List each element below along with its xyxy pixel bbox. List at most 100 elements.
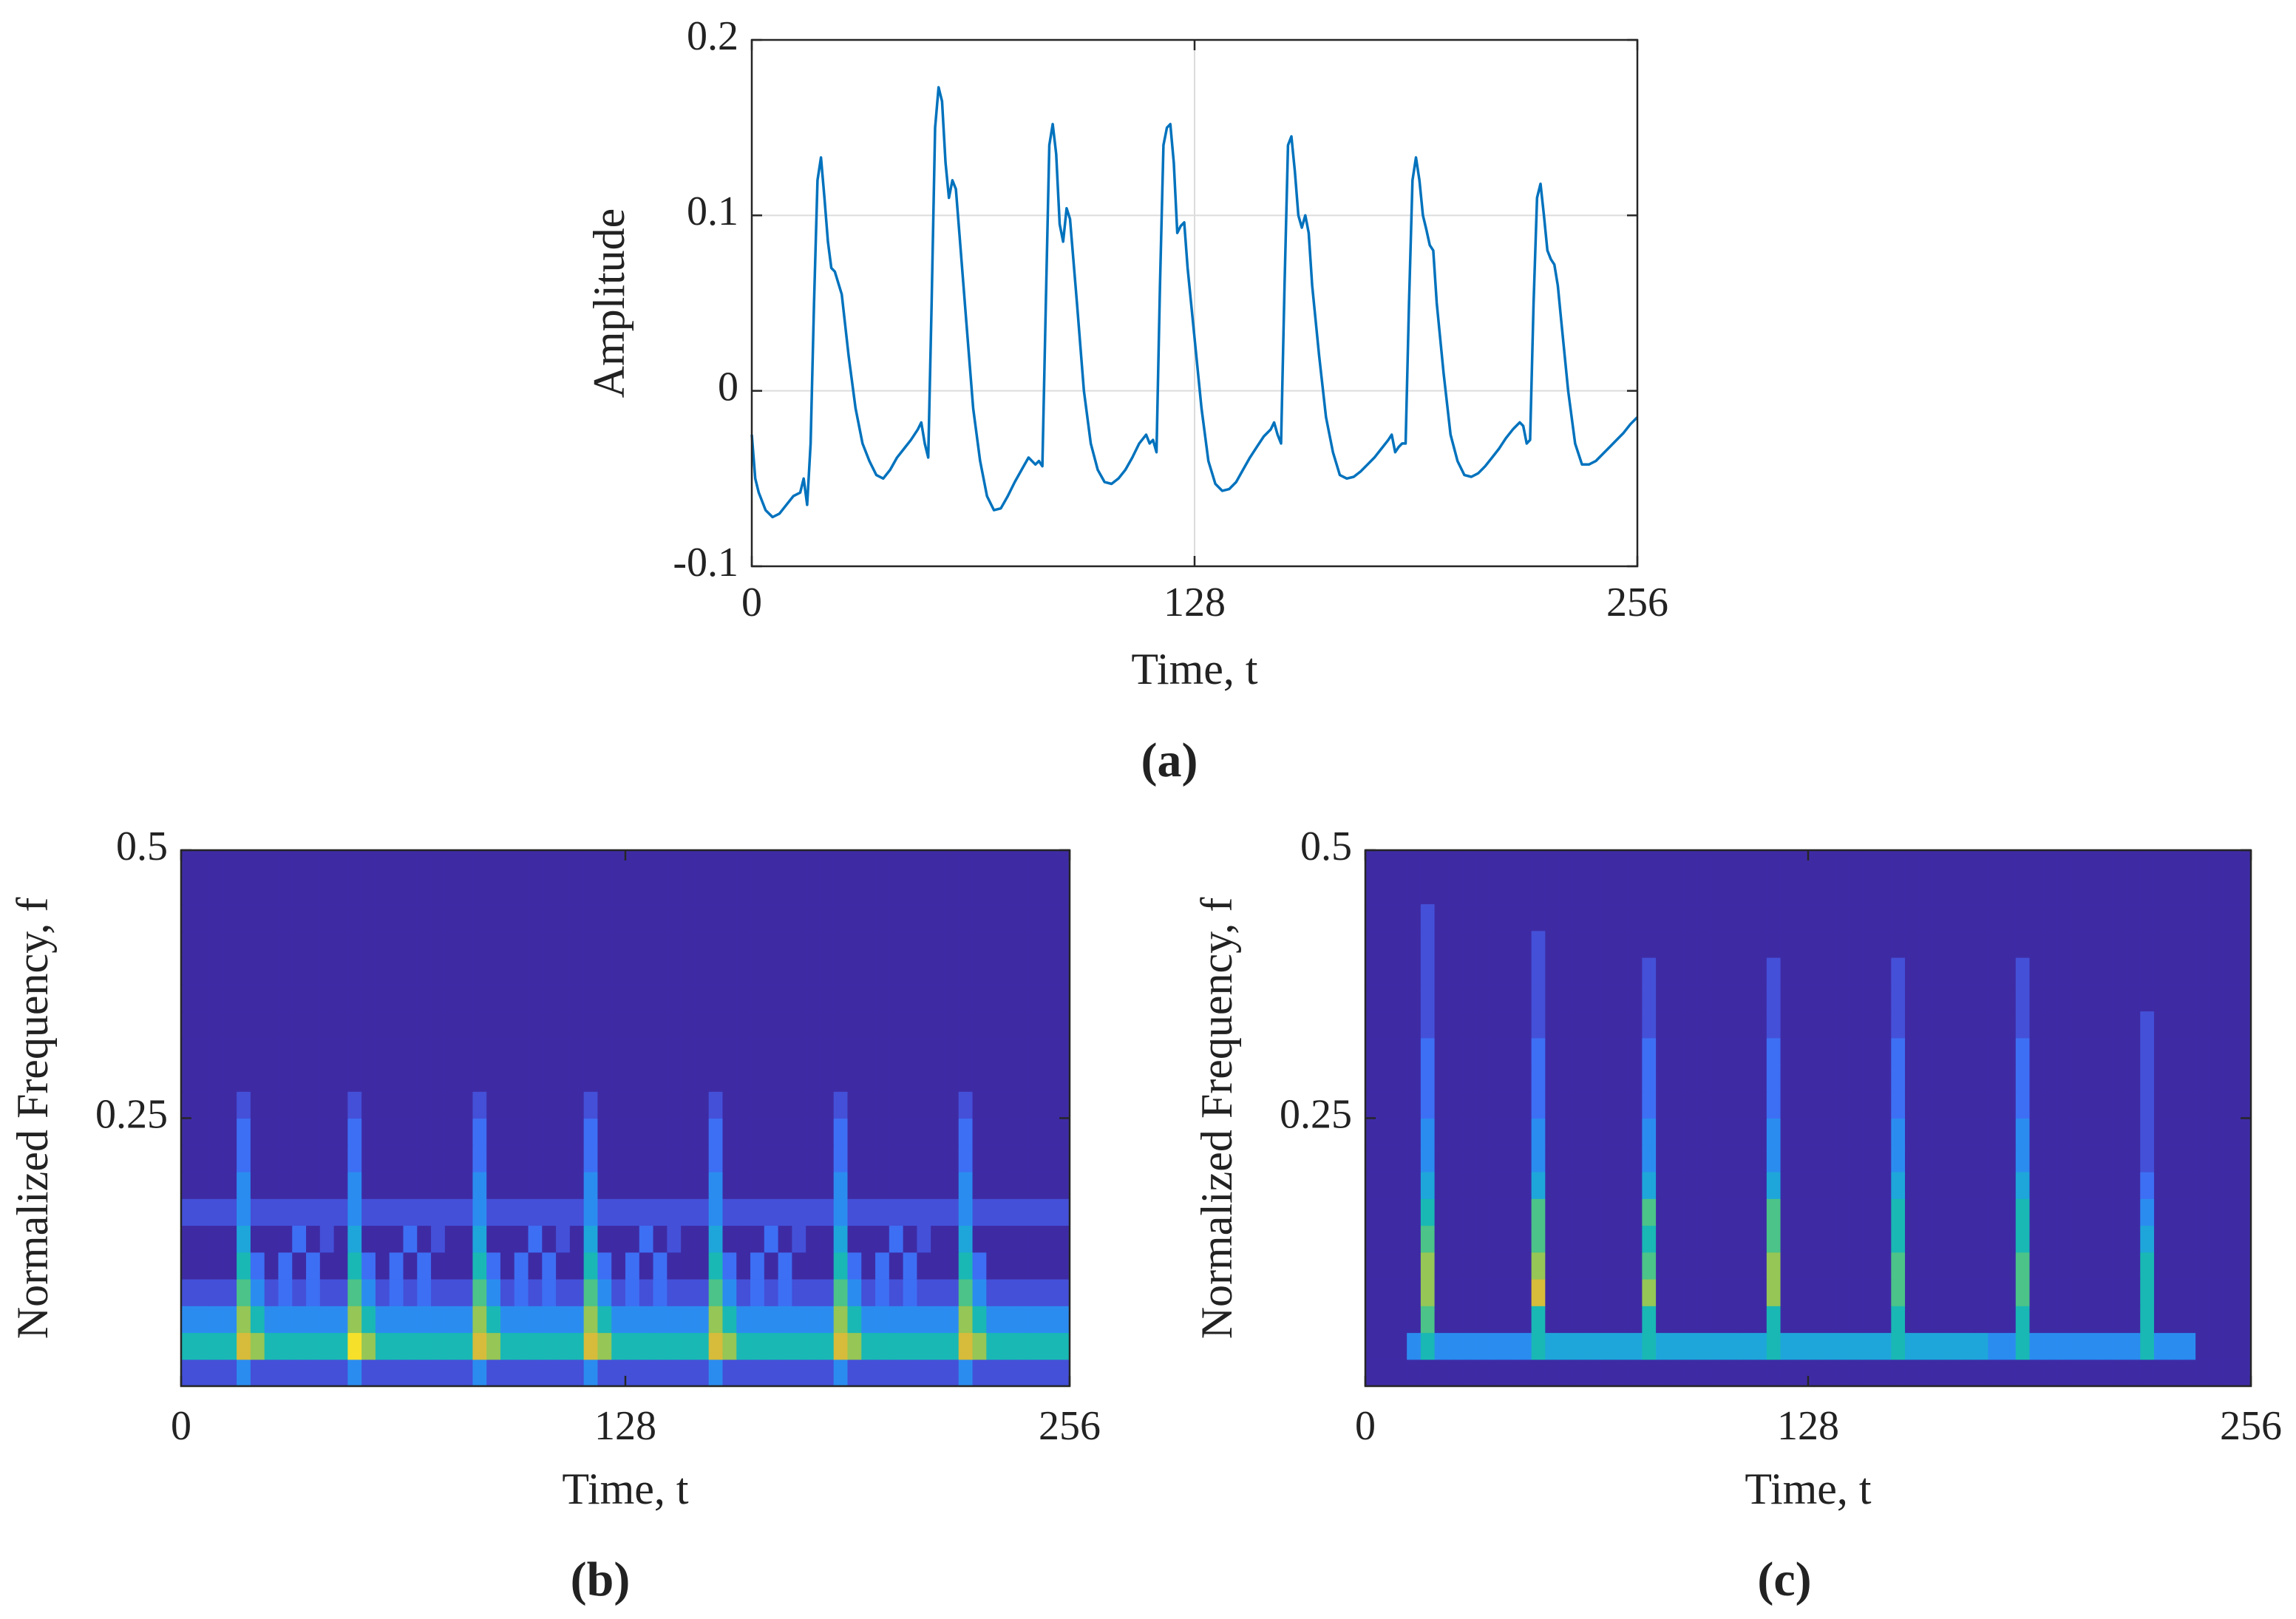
- heat-cell: [1379, 1332, 1394, 1360]
- heat-cell: [764, 903, 779, 931]
- heat-cell: [556, 903, 571, 931]
- heat-cell: [1794, 1306, 1809, 1334]
- heat-cell: [2237, 1332, 2252, 1360]
- heat-cell: [514, 1198, 529, 1226]
- heat-cell: [1656, 1011, 1671, 1039]
- heat-cell: [1974, 1011, 1988, 1039]
- heat-cell: [681, 877, 696, 905]
- heat-cell: [319, 1225, 335, 1253]
- heat-cell: [708, 1037, 724, 1065]
- heat-cell: [194, 903, 210, 931]
- heat-cell: [694, 1198, 710, 1226]
- heat-cell: [944, 903, 960, 931]
- heat-cell: [1753, 930, 1767, 958]
- heat-cell: [569, 1118, 585, 1146]
- heat-cell: [708, 930, 724, 958]
- heat-cell: [2002, 1306, 2017, 1334]
- heat-cell: [1490, 1225, 1504, 1253]
- heat-cell: [2015, 1144, 2031, 1172]
- heat-cell: [639, 1306, 654, 1334]
- heat-cell: [444, 1011, 460, 1039]
- heat-cell: [819, 1065, 835, 1092]
- heat-cell: [708, 1118, 724, 1146]
- heat-cell: [1365, 1359, 1380, 1387]
- heat-cell: [458, 877, 474, 905]
- heat-cell: [1891, 1332, 1906, 1360]
- heat-cell: [500, 1252, 515, 1280]
- heat-cell: [944, 1359, 960, 1387]
- heat-cell: [2071, 850, 2085, 878]
- heat-cell: [1434, 930, 1449, 958]
- heat-cell: [625, 1359, 640, 1387]
- heat-cell: [556, 1091, 571, 1119]
- heat-cell: [194, 957, 210, 985]
- heat-cell: [861, 850, 876, 878]
- heat-cell: [667, 1118, 682, 1146]
- heat-cell: [1808, 1225, 1823, 1253]
- heat-cell: [2043, 1198, 2058, 1226]
- heat-cell: [639, 1037, 654, 1065]
- heat-cell: [2099, 1225, 2113, 1253]
- heat-cell: [514, 1091, 529, 1119]
- heat-cell: [1988, 930, 2003, 958]
- heat-cell: [181, 1065, 196, 1092]
- heat-cell: [1891, 1091, 1906, 1119]
- heat-cell: [2223, 1172, 2238, 1199]
- heat-cell: [1490, 1065, 1504, 1092]
- heat-cell: [2153, 1225, 2169, 1253]
- heat-cell: [778, 903, 792, 931]
- heat-cell: [1753, 1065, 1767, 1092]
- heat-cell: [2140, 903, 2155, 931]
- heat-cell: [2056, 957, 2072, 985]
- heat-cell: [319, 850, 335, 878]
- heat-cell: [2071, 903, 2085, 931]
- heat-cell: [1863, 1091, 1878, 1119]
- heat-cell: [1739, 1359, 1753, 1387]
- heat-cell: [1808, 850, 1823, 878]
- heat-cell: [1711, 1011, 1726, 1039]
- heat-cell: [1918, 1279, 1934, 1306]
- heat-cell: [1379, 1091, 1394, 1119]
- heat-cell: [1821, 1332, 1837, 1360]
- heat-cell: [1656, 1091, 1671, 1119]
- heat-cell: [1365, 1198, 1380, 1226]
- heat-cell: [694, 1306, 710, 1334]
- heat-cell: [403, 903, 418, 931]
- heat-cell: [542, 1118, 557, 1146]
- heat-cell: [1000, 850, 1015, 878]
- heat-cell: [2029, 1359, 2044, 1387]
- heat-cell: [1766, 1037, 1782, 1065]
- heat-cell: [667, 1252, 682, 1280]
- y-tick-label: 0.2: [687, 13, 738, 59]
- heat-cell: [1739, 930, 1753, 958]
- heat-cell: [611, 1065, 626, 1092]
- heat-cell: [472, 1225, 487, 1253]
- y-tick-label: 0.25: [95, 1091, 168, 1137]
- heat-cell: [1393, 1065, 1407, 1092]
- heat-cell: [681, 1359, 696, 1387]
- heat-cell: [208, 877, 223, 905]
- heat-cell: [764, 1091, 779, 1119]
- heat-cell: [1475, 1144, 1491, 1172]
- heat-cell: [181, 1011, 196, 1039]
- heat-cell: [667, 1144, 682, 1172]
- heat-cell: [931, 1359, 945, 1387]
- heat-cell: [1766, 1172, 1782, 1199]
- heat-cell: [917, 930, 931, 958]
- heat-cell: [458, 1198, 474, 1226]
- heat-cell: [2043, 903, 2058, 931]
- heat-cell: [1434, 984, 1449, 1012]
- heat-cell: [1628, 850, 1643, 878]
- heat-cell: [500, 1172, 515, 1199]
- heat-cell: [2140, 1011, 2155, 1039]
- heat-cell: [431, 1359, 446, 1387]
- heat-cell: [2126, 1332, 2141, 1360]
- heat-cell: [2085, 1091, 2099, 1119]
- x-axis-label: Time, t: [1745, 1464, 1872, 1513]
- heat-cell: [708, 1091, 724, 1119]
- heat-cell: [847, 1091, 862, 1119]
- heat-cell: [1600, 1332, 1615, 1360]
- heat-cell: [1918, 1359, 1934, 1387]
- heat-cell: [778, 1279, 792, 1306]
- heat-cell: [1960, 1118, 1975, 1146]
